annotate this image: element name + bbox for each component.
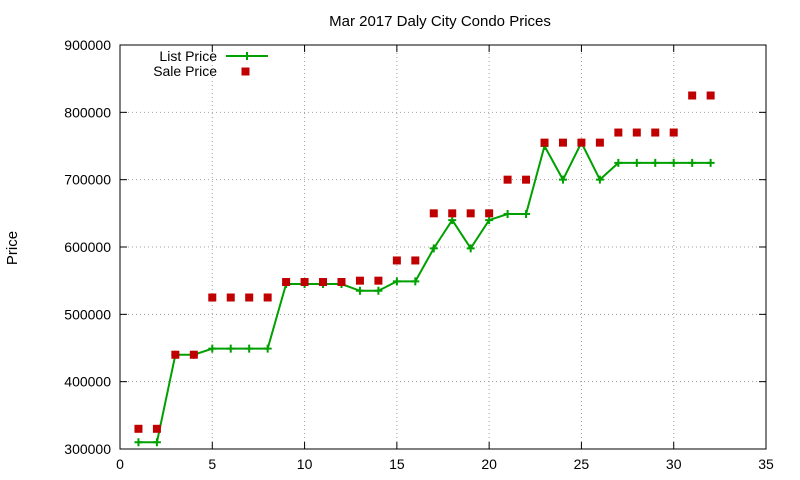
x-tick-label: 30 [666,456,682,472]
sale-price-point [669,128,678,137]
sale-price-point [300,278,309,287]
legend-marker-sale-price [241,67,250,76]
list-price-point [614,158,623,167]
list-price-point [632,158,641,167]
list-price-point [263,344,272,353]
y-axis-label: Price [4,231,21,265]
list-price-point [208,344,217,353]
y-tick-label: 400000 [64,374,111,390]
series-layer [134,91,715,447]
list-price-point [429,244,438,253]
list-price-point [226,344,235,353]
list-price-point [595,175,604,184]
y-tick-label: 500000 [64,306,111,322]
sale-price-point [595,138,604,147]
x-tick-label: 35 [758,456,774,472]
sale-price-point [614,128,623,137]
list-price-point [134,438,143,447]
sale-price-point [152,424,161,433]
sale-price-point [503,175,512,184]
sale-price-point [577,138,586,147]
sale-price-point [392,256,401,265]
sale-price-point [337,278,346,287]
list-price-point [355,286,364,295]
sale-price-point [263,293,272,302]
list-price-point [392,277,401,286]
list-price-point [152,438,161,447]
sale-price-point [540,138,549,147]
y-tick-label: 300000 [64,441,111,457]
sale-price-point [485,209,494,218]
sale-price-point [706,91,715,100]
list-price-point [503,210,512,219]
list-price-point [522,210,531,219]
sale-price-point [189,350,198,359]
x-tick-label: 25 [574,456,590,472]
sale-price-point [429,209,438,218]
x-tick-label: 10 [297,456,313,472]
grid-lines [120,45,766,449]
plot-frame [119,44,767,450]
sale-price-point [522,175,531,184]
sale-price-point [374,276,383,285]
y-tick-label: 800000 [64,104,111,120]
list-price-line [138,140,711,444]
sale-price-point [448,209,457,218]
sale-price-point [171,350,180,359]
chart-title: Mar 2017 Daly City Condo Prices [329,13,551,30]
y-tick-label: 700000 [64,172,111,188]
x-tick-label: 15 [389,456,405,472]
list-price-point [448,216,457,225]
list-price-point [411,277,420,286]
sale-price-point [411,256,420,265]
list-price-point [485,216,494,225]
sale-price-point [651,128,660,137]
sale-price-point [558,138,567,147]
list-price-point [651,158,660,167]
sale-price-point [688,91,697,100]
sale-price-point [319,278,328,287]
list-price-point [245,344,254,353]
sale-price-point [355,276,364,285]
legend-label-sale-price: Sale Price [153,63,217,79]
axis-ticks: 0 5 10 15 20 25 30 35 300000 400000 500000 600000 70… [64,37,774,472]
sale-price-point [632,128,641,137]
y-tick-label: 600000 [64,239,111,255]
list-price-point [688,158,697,167]
sale-price-point [282,278,291,287]
legend-label-list-price: List Price [159,48,217,64]
sale-price-point [208,293,217,302]
sale-price-point [245,293,254,302]
y-tick-label: 900000 [64,37,111,53]
legend: List Price Sale Price [153,48,268,79]
sale-price-point [134,424,143,433]
list-price-point [374,286,383,295]
x-tick-label: 0 [116,456,124,472]
list-price-point [706,158,715,167]
list-price-point [558,175,567,184]
sale-price-point [226,293,235,302]
sale-price-point [466,209,475,218]
x-tick-label: 20 [481,456,497,472]
x-tick-label: 5 [208,456,216,472]
legend-marker-list-price [243,52,251,60]
list-price-point [466,244,475,253]
list-price-point [669,158,678,167]
